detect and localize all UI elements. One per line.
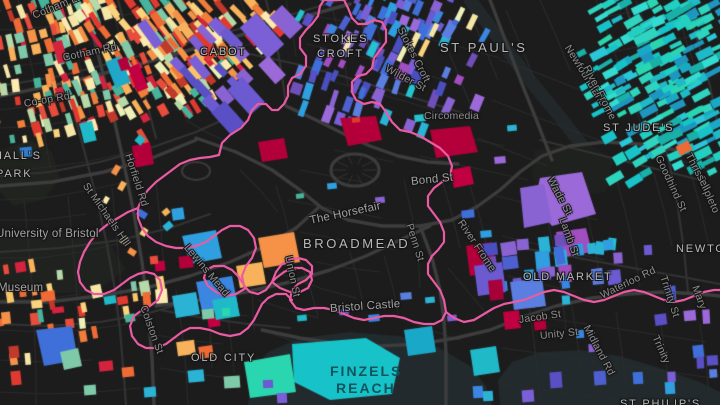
map-raster-layer[interactable] <box>0 0 720 405</box>
